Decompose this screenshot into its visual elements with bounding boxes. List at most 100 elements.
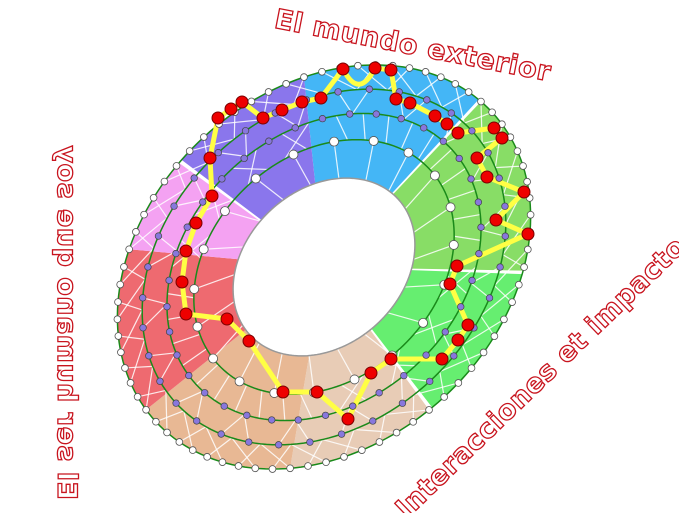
- mesh-line: [290, 443, 327, 463]
- white-node: [445, 202, 456, 213]
- path-node: [384, 352, 398, 366]
- outer-node: [513, 147, 522, 155]
- mesh-line: [388, 152, 409, 192]
- mesh-line: [153, 197, 168, 219]
- path-node: [521, 227, 535, 241]
- mesh-line: [232, 167, 268, 171]
- inner-node: [475, 250, 483, 258]
- inner-node: [275, 441, 283, 449]
- inner-node: [190, 174, 198, 182]
- inner-node: [156, 377, 164, 385]
- white-node: [192, 321, 203, 332]
- outer-node: [160, 177, 169, 186]
- inner-node: [243, 411, 251, 419]
- mesh-line: [439, 351, 484, 373]
- mesh-line: [413, 206, 451, 233]
- mesh-line: [159, 352, 177, 382]
- outer-node: [142, 406, 150, 414]
- inner-node: [294, 416, 302, 424]
- inner-node: [365, 85, 373, 93]
- hole: [232, 177, 416, 357]
- outer-node: [477, 97, 485, 106]
- mesh-line: [470, 282, 490, 299]
- outer-node: [358, 446, 366, 454]
- inner-node: [447, 109, 455, 117]
- mesh-line: [400, 122, 414, 150]
- inner-node: [337, 430, 346, 438]
- mesh-line: [175, 165, 187, 190]
- mesh-line: [480, 101, 483, 144]
- inner-node: [426, 377, 434, 386]
- mesh-line: [273, 353, 283, 394]
- mesh-line: [351, 88, 370, 115]
- white-node: [220, 206, 230, 217]
- white-node: [349, 374, 360, 385]
- outer-node: [405, 64, 414, 72]
- mesh-line: [295, 419, 311, 443]
- inner-node: [139, 294, 147, 302]
- inner-node: [400, 371, 408, 380]
- path-node: [211, 111, 225, 125]
- mesh-line: [179, 426, 207, 443]
- mesh-line: [391, 348, 401, 385]
- mesh-line: [357, 65, 388, 91]
- mesh-line: [385, 115, 390, 144]
- inner-node: [422, 351, 430, 359]
- outer-node: [121, 364, 129, 372]
- mesh-line: [206, 437, 233, 458]
- mesh-line: [307, 439, 324, 467]
- mesh-line: [137, 389, 166, 398]
- outer-node: [203, 453, 211, 461]
- outer-node: [125, 245, 133, 254]
- outer-node: [188, 446, 197, 454]
- mesh-line: [480, 229, 506, 237]
- inner-node: [484, 149, 492, 157]
- path-node: [480, 170, 494, 184]
- mesh-line: [400, 377, 404, 404]
- path-node: [336, 62, 350, 76]
- inner-node: [172, 399, 180, 407]
- inner-node: [375, 389, 383, 397]
- mesh-line: [299, 393, 313, 419]
- path-node: [275, 103, 289, 117]
- inner-node: [468, 127, 476, 135]
- white-node: [329, 136, 339, 147]
- mesh-line: [335, 115, 349, 141]
- outer-node: [519, 162, 527, 170]
- inner-node: [423, 96, 431, 104]
- mesh-line: [362, 113, 366, 141]
- inner-node: [165, 328, 174, 336]
- path-node: [256, 111, 270, 125]
- path-node: [443, 277, 457, 291]
- sector-tan: [146, 329, 310, 469]
- inner-node: [501, 202, 509, 210]
- mesh-line: [142, 303, 168, 329]
- path-node: [242, 334, 256, 348]
- sector-green-light: [371, 270, 523, 408]
- mesh-line: [447, 189, 476, 201]
- path-node: [224, 102, 238, 116]
- ring-line: [166, 112, 482, 422]
- path-node: [470, 151, 484, 165]
- inner-node: [163, 303, 171, 311]
- inner-node: [139, 324, 147, 332]
- mesh-line: [417, 133, 435, 160]
- inner-node: [501, 232, 509, 240]
- label-el-ser-humano-que-soy: El ser humano que soy: [50, 144, 82, 500]
- outer-node: [149, 194, 158, 202]
- inner-node: [372, 110, 380, 118]
- path-node: [179, 244, 193, 258]
- inner-node: [172, 249, 180, 258]
- mesh-line: [116, 278, 146, 320]
- inner-node: [496, 263, 504, 271]
- white-node: [189, 284, 200, 294]
- inner-node: [306, 438, 314, 446]
- path-node: [403, 96, 417, 110]
- outer-node: [234, 462, 243, 470]
- white-node: [198, 244, 209, 255]
- path-node: [364, 366, 378, 380]
- mesh-line: [183, 410, 194, 451]
- mesh-line: [502, 254, 525, 268]
- inner-node: [439, 137, 447, 145]
